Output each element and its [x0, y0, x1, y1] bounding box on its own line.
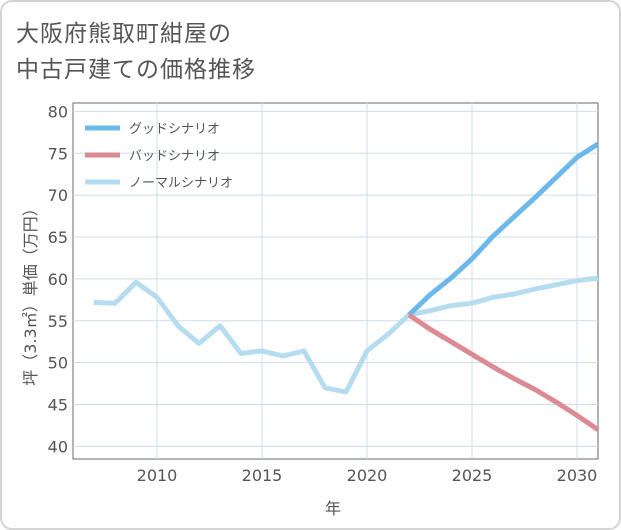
- grid-lines: [73, 103, 598, 459]
- y-tick-labels: 40 45 50 55 60 65 70 75 80: [48, 102, 68, 456]
- series-lines: [93, 141, 600, 432]
- y-tick-label: 80: [48, 102, 68, 121]
- x-tick-labels: 2010 2015 2020 2025 2030: [137, 466, 598, 485]
- legend-label: バッドシナリオ: [129, 149, 220, 164]
- legend-label: グッドシナリオ: [129, 122, 220, 137]
- chart-title: 大阪府熊取町紺屋の 中古戸建ての価格推移: [16, 16, 256, 88]
- x-tick-label: 2010: [137, 466, 178, 485]
- y-tick-label: 60: [48, 270, 68, 289]
- legend-label: ノーマルシナリオ: [129, 176, 233, 191]
- y-tick-label: 55: [48, 312, 68, 331]
- y-tick-label: 70: [48, 186, 68, 205]
- chart-title-line-2: 中古戸建ての価格推移: [16, 57, 256, 83]
- y-tick-label: 75: [48, 144, 68, 163]
- series-line-0: [407, 141, 600, 317]
- y-tick-label: 65: [48, 228, 68, 247]
- y-tick-label: 40: [48, 437, 68, 456]
- y-axis-title: 坪（3.3㎡）単価（万円）: [21, 200, 40, 385]
- series-line-1: [407, 312, 600, 432]
- y-tick-label: 50: [48, 354, 68, 373]
- series-line-2: [93, 275, 599, 395]
- chart-title-line-1: 大阪府熊取町紺屋の: [16, 21, 232, 47]
- x-tick-label: 2015: [242, 466, 283, 485]
- plot-area: [72, 102, 599, 460]
- x-tick-label: 2020: [347, 466, 388, 485]
- x-axis-title: 年: [325, 499, 341, 518]
- x-tick-label: 2025: [452, 466, 493, 485]
- y-tick-label: 45: [48, 396, 68, 415]
- x-tick-label: 2030: [557, 466, 598, 485]
